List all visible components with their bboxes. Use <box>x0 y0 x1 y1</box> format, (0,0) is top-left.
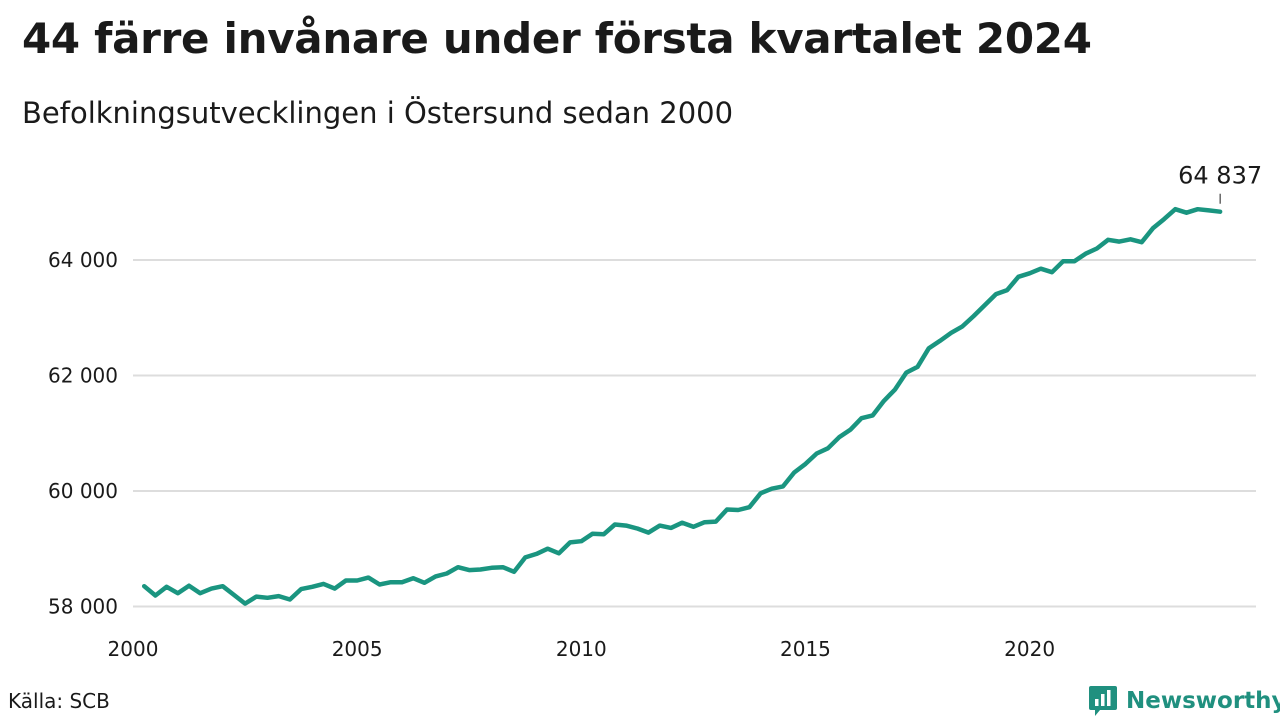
y-tick-label: 58 000 <box>48 594 118 618</box>
source-note: Källa: SCB <box>8 689 110 713</box>
x-tick-label: 2015 <box>780 637 831 661</box>
end-annotation: 64 837 <box>1178 162 1262 204</box>
series-group <box>141 206 1223 606</box>
brand-chart-icon <box>1089 686 1117 716</box>
end-value-label: 64 837 <box>1178 162 1262 190</box>
y-tick-label: 62 000 <box>48 364 118 388</box>
y-tick-label: 64 000 <box>48 248 118 272</box>
chart-subtitle: Befolkningsutvecklingen i Östersund seda… <box>22 96 734 130</box>
gridlines <box>133 259 1256 608</box>
x-tick-label: 2005 <box>332 637 383 661</box>
x-tick-label: 2000 <box>108 637 159 661</box>
x-tick-label: 2020 <box>1004 637 1055 661</box>
x-tick-label: 2010 <box>556 637 607 661</box>
x-axis-tick-labels: 2000 2005 2010 2015 2020 <box>108 637 1056 661</box>
y-axis-tick-labels: 58 000 60 000 62 000 64 000 <box>48 248 118 618</box>
brand-logo: Newsworthy <box>1088 684 1280 718</box>
y-tick-label: 60 000 <box>48 479 118 503</box>
series-line <box>141 206 1223 606</box>
chart-title: 44 färre invånare under första kvartalet… <box>22 14 1092 63</box>
brand-name: Newsworthy <box>1126 688 1280 714</box>
